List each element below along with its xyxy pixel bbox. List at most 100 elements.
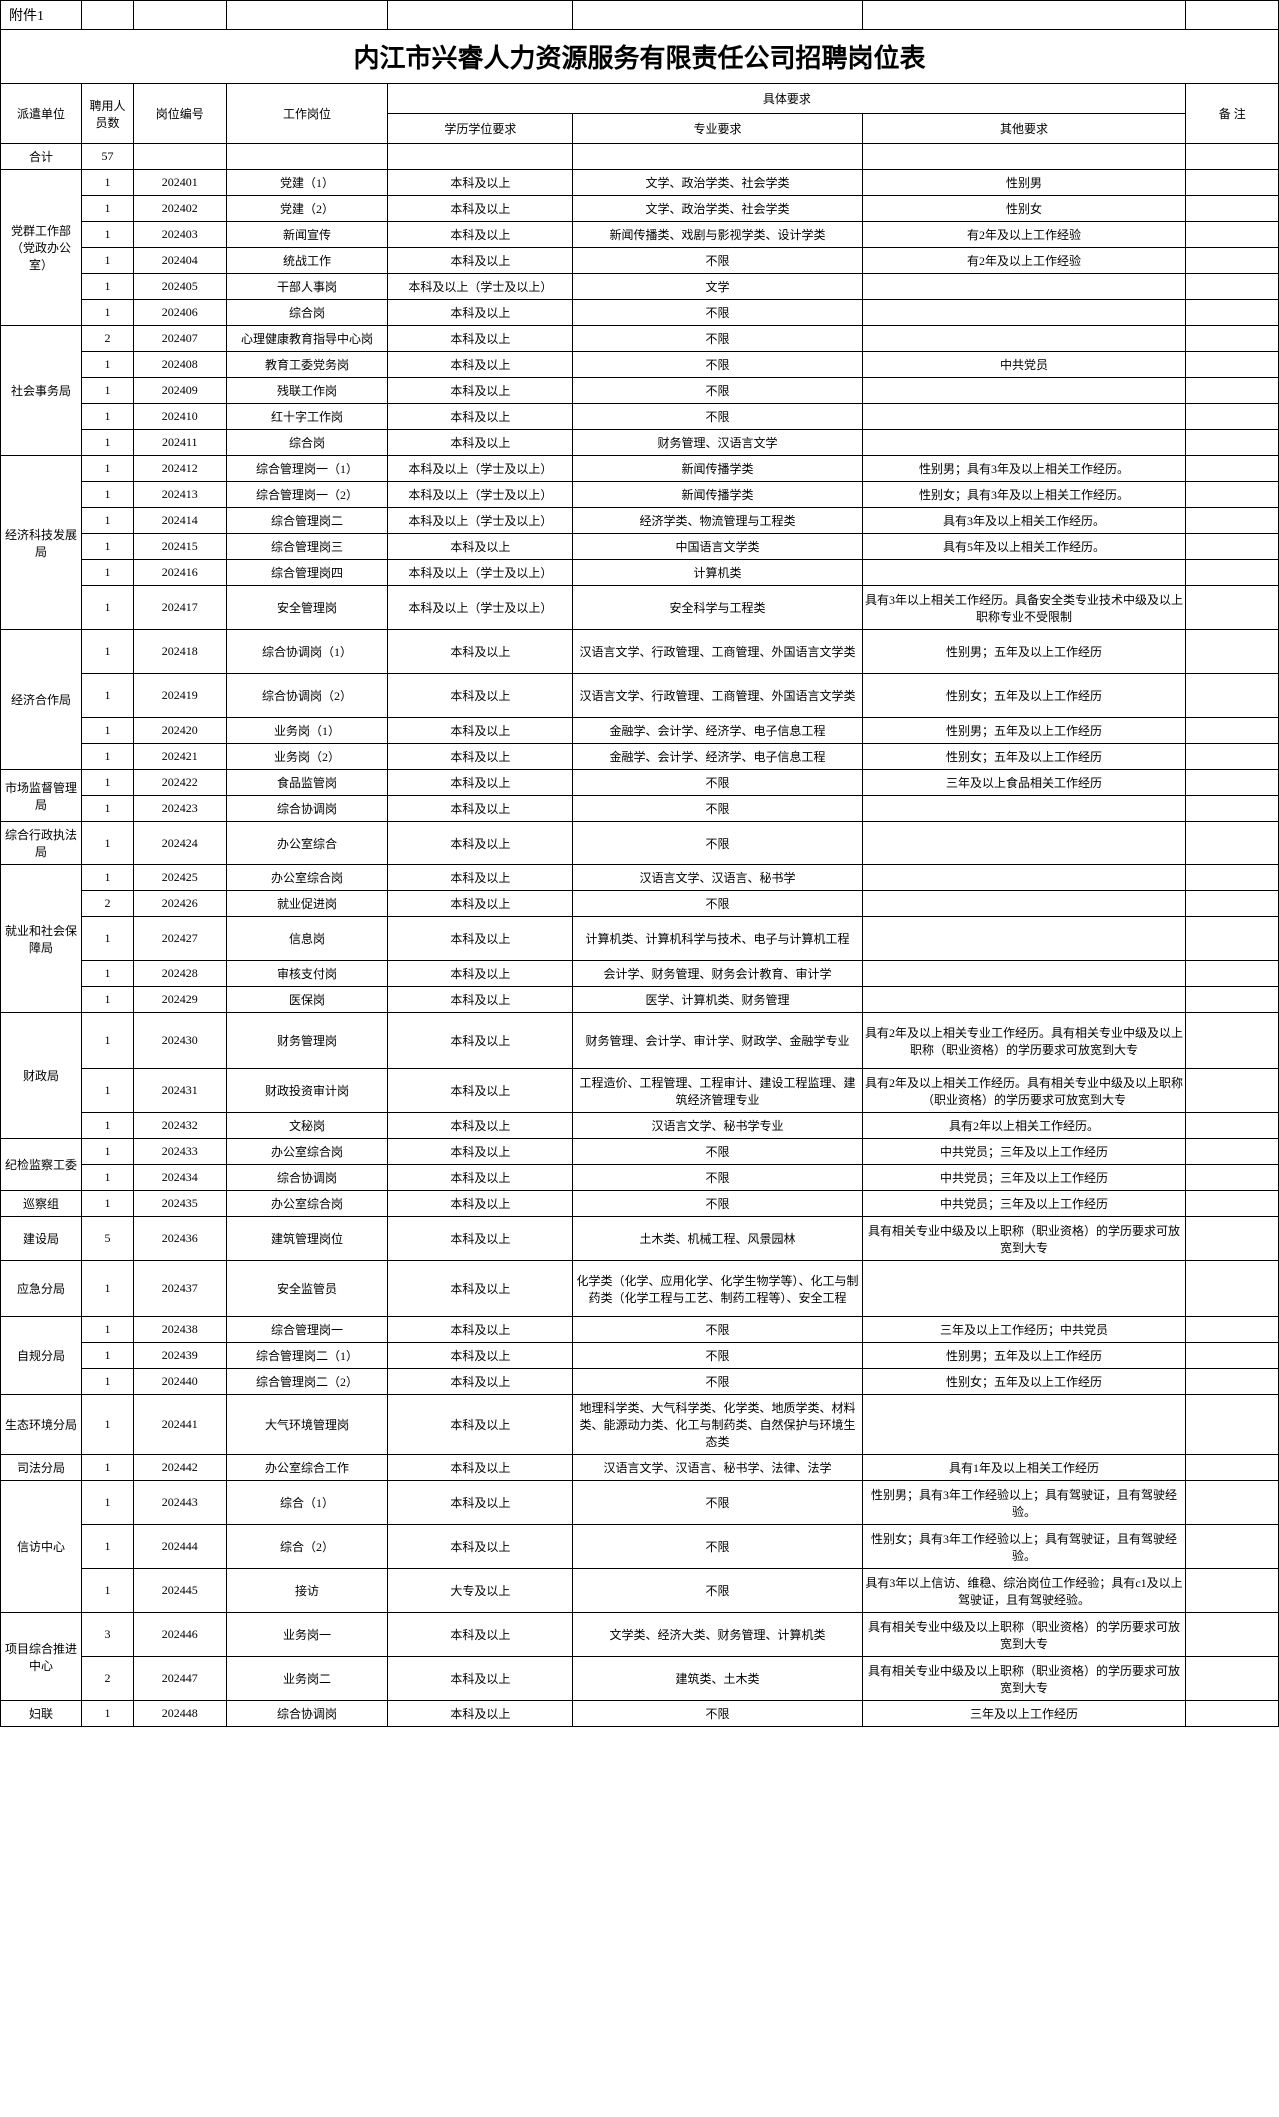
edu-cell: 本科及以上 — [388, 1395, 573, 1455]
table-row: 1202406综合岗本科及以上不限 — [1, 300, 1279, 326]
other-cell: 性别女；五年及以上工作经历 — [862, 744, 1186, 770]
other-cell: 具有相关专业中级及以上职称（职业资格）的学历要求可放宽到大专 — [862, 1217, 1186, 1261]
position-cell: 教育工委党务岗 — [226, 352, 388, 378]
remark-cell — [1186, 630, 1279, 674]
remark-cell — [1186, 300, 1279, 326]
table-row: 1202423综合协调岗本科及以上不限 — [1, 796, 1279, 822]
table-row: 2202447业务岗二本科及以上建筑类、土木类具有相关专业中级及以上职称（职业资… — [1, 1657, 1279, 1701]
table-row: 1202440综合管理岗二（2）本科及以上不限性别女；五年及以上工作经历 — [1, 1369, 1279, 1395]
count-cell: 1 — [81, 1569, 133, 1613]
count-cell: 1 — [81, 352, 133, 378]
unit-cell: 自规分局 — [1, 1317, 82, 1395]
other-cell: 三年及以上食品相关工作经历 — [862, 770, 1186, 796]
edu-cell: 本科及以上 — [388, 378, 573, 404]
remark-cell — [1186, 430, 1279, 456]
count-cell: 1 — [81, 222, 133, 248]
table-title: 内江市兴睿人力资源服务有限责任公司招聘岗位表 — [1, 30, 1279, 84]
code-cell: 202412 — [133, 456, 226, 482]
code-cell: 202444 — [133, 1525, 226, 1569]
edu-cell: 本科及以上 — [388, 1139, 573, 1165]
other-cell — [862, 430, 1186, 456]
count-cell: 1 — [81, 404, 133, 430]
position-cell: 综合岗 — [226, 430, 388, 456]
position-cell: 审核支付岗 — [226, 961, 388, 987]
edu-cell: 本科及以上 — [388, 917, 573, 961]
remark-cell — [1186, 274, 1279, 300]
table-row: 1202420业务岗（1）本科及以上金融学、会计学、经济学、电子信息工程性别男；… — [1, 718, 1279, 744]
position-cell: 综合管理岗一 — [226, 1317, 388, 1343]
major-cell: 不限 — [573, 1317, 862, 1343]
code-cell: 202413 — [133, 482, 226, 508]
remark-cell — [1186, 248, 1279, 274]
other-cell — [862, 891, 1186, 917]
edu-cell: 本科及以上 — [388, 1613, 573, 1657]
major-cell: 汉语言文学、汉语言、秘书学、法律、法学 — [573, 1455, 862, 1481]
other-cell — [862, 378, 1186, 404]
unit-cell: 司法分局 — [1, 1455, 82, 1481]
major-cell: 工程造价、工程管理、工程审计、建设工程监理、建筑经济管理专业 — [573, 1069, 862, 1113]
table-row: 经济科技发展局1202412综合管理岗一（1）本科及以上（学士及以上）新闻传播学… — [1, 456, 1279, 482]
count-cell: 1 — [81, 674, 133, 718]
code-cell: 202408 — [133, 352, 226, 378]
position-cell: 综合管理岗四 — [226, 560, 388, 586]
position-cell: 残联工作岗 — [226, 378, 388, 404]
edu-cell: 本科及以上 — [388, 1317, 573, 1343]
major-cell: 不限 — [573, 796, 862, 822]
table-row: 巡察组1202435办公室综合岗本科及以上不限中共党员；三年及以上工作经历 — [1, 1191, 1279, 1217]
major-cell: 计算机类、计算机科学与技术、电子与计算机工程 — [573, 917, 862, 961]
count-cell: 1 — [81, 1343, 133, 1369]
count-cell: 1 — [81, 917, 133, 961]
edu-cell: 本科及以上 — [388, 1701, 573, 1727]
other-cell — [862, 274, 1186, 300]
remark-cell — [1186, 1261, 1279, 1317]
code-cell: 202401 — [133, 170, 226, 196]
other-cell: 有2年及以上工作经验 — [862, 248, 1186, 274]
code-cell: 202448 — [133, 1701, 226, 1727]
position-cell: 安全管理岗 — [226, 586, 388, 630]
table-row: 综合行政执法局1202424办公室综合本科及以上不限 — [1, 822, 1279, 865]
code-cell: 202419 — [133, 674, 226, 718]
position-cell: 综合协调岗 — [226, 1701, 388, 1727]
count-cell: 1 — [81, 170, 133, 196]
count-cell: 1 — [81, 1395, 133, 1455]
major-cell: 文学 — [573, 274, 862, 300]
code-cell: 202409 — [133, 378, 226, 404]
other-cell: 中共党员；三年及以上工作经历 — [862, 1139, 1186, 1165]
count-cell: 5 — [81, 1217, 133, 1261]
code-cell: 202439 — [133, 1343, 226, 1369]
major-cell: 安全科学与工程类 — [573, 586, 862, 630]
position-cell: 综合管理岗一（2） — [226, 482, 388, 508]
position-cell: 心理健康教育指导中心岗 — [226, 326, 388, 352]
code-cell: 202411 — [133, 430, 226, 456]
table-row: 1202410红十字工作岗本科及以上不限 — [1, 404, 1279, 430]
remark-cell — [1186, 961, 1279, 987]
position-cell: 信息岗 — [226, 917, 388, 961]
position-cell: 党建（1） — [226, 170, 388, 196]
code-cell: 202446 — [133, 1613, 226, 1657]
edu-cell: 本科及以上 — [388, 1343, 573, 1369]
code-cell: 202442 — [133, 1455, 226, 1481]
code-cell: 202447 — [133, 1657, 226, 1701]
unit-cell: 妇联 — [1, 1701, 82, 1727]
code-cell: 202405 — [133, 274, 226, 300]
other-cell: 具有1年及以上相关工作经历 — [862, 1455, 1186, 1481]
other-cell — [862, 300, 1186, 326]
count-cell: 1 — [81, 586, 133, 630]
remark-cell — [1186, 1395, 1279, 1455]
position-cell: 大气环境管理岗 — [226, 1395, 388, 1455]
other-cell — [862, 1395, 1186, 1455]
code-cell: 202420 — [133, 718, 226, 744]
code-cell: 202436 — [133, 1217, 226, 1261]
code-cell: 202402 — [133, 196, 226, 222]
header-req-group: 具体要求 — [388, 84, 1186, 114]
remark-cell — [1186, 404, 1279, 430]
position-cell: 业务岗二 — [226, 1657, 388, 1701]
edu-cell: 本科及以上 — [388, 170, 573, 196]
edu-cell: 本科及以上 — [388, 744, 573, 770]
code-cell: 202441 — [133, 1395, 226, 1455]
major-cell: 不限 — [573, 300, 862, 326]
table-row: 1202432文秘岗本科及以上汉语言文学、秘书学专业具有2年以上相关工作经历。 — [1, 1113, 1279, 1139]
table-row: 1202427信息岗本科及以上计算机类、计算机科学与技术、电子与计算机工程 — [1, 917, 1279, 961]
edu-cell: 本科及以上 — [388, 222, 573, 248]
other-cell: 三年及以上工作经历；中共党员 — [862, 1317, 1186, 1343]
